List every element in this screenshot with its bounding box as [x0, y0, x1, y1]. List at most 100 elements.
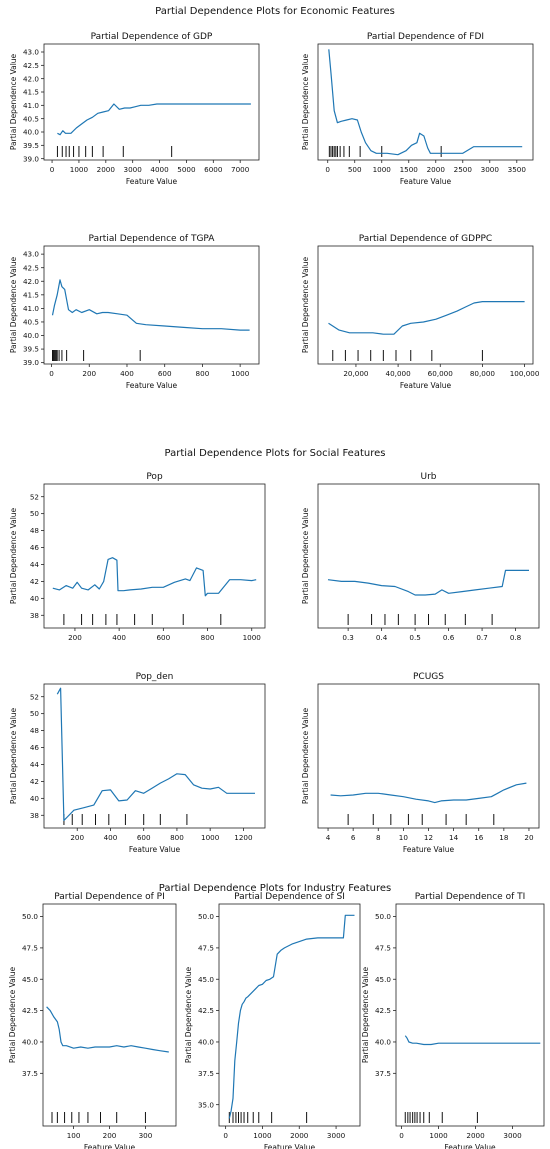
x-tick-label: 5000 — [177, 165, 196, 174]
y-tick-label: 37.5 — [375, 1069, 391, 1078]
pd-line — [327, 569, 529, 596]
pd-line — [51, 279, 250, 331]
y-tick-label: 37.5 — [22, 1069, 38, 1078]
x-tick-label: 20 — [524, 833, 534, 842]
x-tick-label: 4 — [326, 833, 331, 842]
y-tick-label: 50.0 — [198, 912, 214, 921]
x-tick-label: 600 — [137, 833, 151, 842]
y-tick-label: 47.5 — [198, 943, 214, 952]
pd-line — [46, 1006, 169, 1053]
x-tick-label: 1000 — [231, 369, 250, 378]
x-tick-label: 0.8 — [510, 633, 522, 642]
y-tick-label: 43.0 — [23, 250, 39, 259]
x-axis-label: Feature Value — [129, 845, 181, 854]
y-axis-label: Partial Dependence Value — [9, 256, 18, 353]
x-tick-label: 2000 — [97, 165, 116, 174]
x-tick-label: 4000 — [150, 165, 169, 174]
x-tick-label: 40,000 — [386, 369, 412, 378]
x-tick-label: 1000 — [253, 1131, 272, 1140]
plot-frame — [395, 903, 545, 1127]
x-tick-label: 0.6 — [443, 633, 455, 642]
x-tick-label: 2000 — [290, 1131, 309, 1140]
pd-line — [57, 103, 251, 136]
y-tick-label: 40.5 — [23, 114, 39, 123]
x-tick-label: 60,000 — [428, 369, 454, 378]
y-tick-label: 41.5 — [23, 290, 39, 299]
y-tick-label: 50 — [30, 709, 40, 718]
chart-title: Pop_den — [136, 672, 174, 682]
x-tick-label: 400 — [112, 633, 126, 642]
x-tick-label: 0 — [50, 165, 55, 174]
x-tick-label: 1000 — [201, 833, 220, 842]
y-axis-label: Partial Dependence Value — [9, 707, 18, 804]
y-tick-label: 41.0 — [23, 101, 39, 110]
x-tick-label: 1000 — [429, 1131, 448, 1140]
y-tick-label: 45.0 — [375, 975, 391, 984]
x-tick-label: 400 — [104, 833, 118, 842]
y-tick-label: 44 — [30, 560, 40, 569]
x-axis-label: Feature Value — [126, 381, 178, 390]
plot-frame — [43, 483, 266, 629]
y-tick-label: 42.0 — [23, 74, 39, 83]
y-axis-label: Partial Dependence Value — [9, 507, 18, 604]
x-tick-label: 0 — [325, 165, 330, 174]
x-tick-label: 0.3 — [342, 633, 353, 642]
y-tick-label: 42.5 — [23, 263, 39, 272]
x-tick-label: 100,000 — [510, 369, 540, 378]
pd-line — [404, 1035, 541, 1046]
y-tick-label: 40.0 — [375, 1038, 391, 1047]
pd-line — [328, 49, 523, 156]
x-tick-label: 200 — [68, 633, 82, 642]
plot-frame — [43, 245, 260, 365]
y-tick-label: 52 — [30, 692, 39, 701]
y-tick-label: 48 — [30, 726, 40, 735]
x-tick-label: 3500 — [508, 165, 527, 174]
x-tick-label: 3000 — [503, 1131, 522, 1140]
x-tick-label: 2000 — [466, 1131, 485, 1140]
y-axis-label: Partial Dependence Value — [9, 53, 18, 150]
chart-title: Partial Dependence of PI — [54, 892, 164, 902]
pd-line — [228, 914, 355, 1119]
x-tick-label: 200 — [103, 1131, 117, 1140]
industry-suptitle: Partial Dependence Plots for Industry Fe… — [158, 883, 392, 894]
x-tick-label: 2000 — [427, 165, 446, 174]
y-tick-label: 42.5 — [22, 1006, 38, 1015]
x-tick-label: 300 — [139, 1131, 153, 1140]
y-tick-label: 37.5 — [198, 1069, 214, 1078]
y-tick-label: 40.0 — [198, 1038, 214, 1047]
y-axis-label: Partial Dependence Value — [301, 53, 310, 150]
x-tick-label: 800 — [201, 633, 215, 642]
y-tick-label: 42 — [30, 777, 39, 786]
x-tick-label: 1000 — [373, 165, 392, 174]
x-tick-label: 600 — [158, 369, 172, 378]
x-tick-label: 8 — [376, 833, 381, 842]
x-tick-label: 1500 — [400, 165, 419, 174]
x-axis-label: Feature Value — [444, 1143, 496, 1149]
x-axis-label: Feature Value — [400, 381, 452, 390]
x-tick-label: 500 — [348, 165, 362, 174]
plot-frame — [218, 903, 361, 1127]
x-tick-label: 18 — [499, 833, 509, 842]
x-tick-label: 20,000 — [343, 369, 369, 378]
y-tick-label: 50.0 — [22, 912, 38, 921]
x-axis-label: Feature Value — [400, 177, 452, 186]
y-tick-label: 50.0 — [375, 912, 391, 921]
x-tick-label: 6 — [351, 833, 356, 842]
chart-title: Partial Dependence of GDP — [91, 32, 213, 42]
y-tick-label: 52 — [30, 492, 39, 501]
x-axis-label: Feature Value — [126, 177, 178, 186]
y-tick-label: 39.0 — [23, 358, 39, 367]
y-tick-label: 42 — [30, 577, 39, 586]
x-tick-label: 10 — [399, 833, 409, 842]
pd-line — [56, 687, 255, 821]
x-axis-label: Feature Value — [264, 1143, 316, 1149]
chart-title: Urb — [420, 472, 436, 482]
x-tick-label: 7000 — [231, 165, 250, 174]
y-tick-label: 50 — [30, 509, 40, 518]
